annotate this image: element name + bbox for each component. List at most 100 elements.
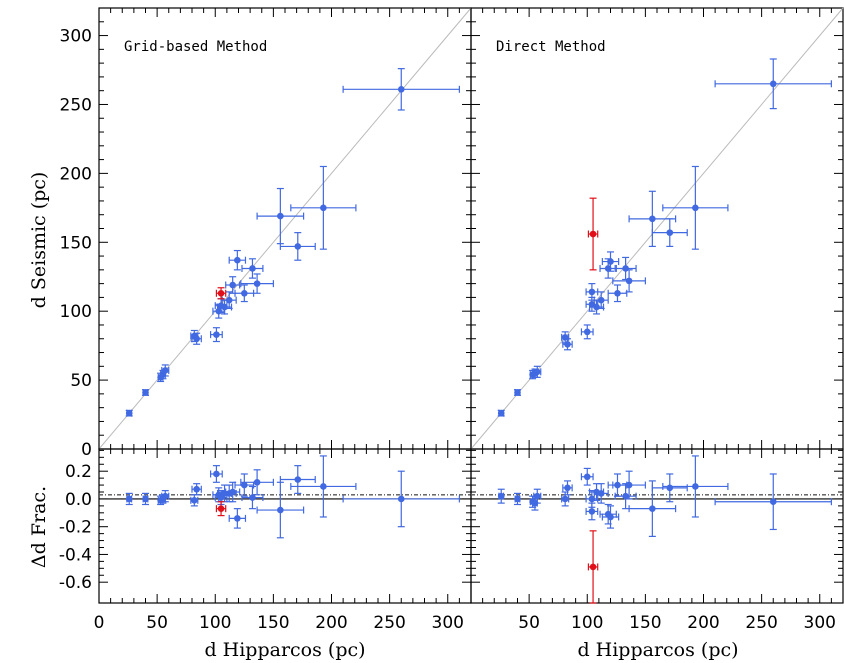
x-tick-label: 100 bbox=[571, 613, 603, 633]
outlier-point bbox=[217, 289, 225, 297]
data-point bbox=[614, 289, 621, 297]
outlier-point bbox=[589, 563, 597, 571]
data-point bbox=[769, 80, 777, 88]
data-point bbox=[142, 389, 149, 396]
data-point bbox=[142, 495, 149, 503]
data-point bbox=[125, 495, 133, 503]
x-axis-title-right: d Hipparcos (pc) bbox=[577, 639, 738, 661]
x-tick-label: 250 bbox=[745, 613, 777, 633]
data-point bbox=[294, 476, 302, 483]
data-point bbox=[253, 280, 261, 287]
data-point bbox=[564, 484, 571, 492]
data-point bbox=[561, 495, 569, 503]
data-point bbox=[497, 492, 505, 500]
data-point bbox=[588, 288, 596, 296]
x-tick-label: 300 bbox=[804, 613, 836, 633]
direct-method-title: Direct Method bbox=[496, 39, 606, 55]
data-point bbox=[161, 492, 169, 500]
data-point bbox=[593, 303, 600, 311]
data-point bbox=[622, 265, 629, 272]
x-tick-label: 50 bbox=[518, 613, 540, 633]
data-point bbox=[229, 281, 236, 289]
data-point bbox=[692, 483, 699, 490]
data-point bbox=[583, 328, 591, 336]
y-tick-label: -0.4 bbox=[59, 545, 92, 565]
direct-method-top-panel bbox=[470, 7, 844, 450]
x-tick-label: 150 bbox=[629, 613, 661, 633]
data-point bbox=[692, 204, 699, 212]
x-tick-label: 150 bbox=[257, 613, 289, 633]
x-tick-label: 300 bbox=[432, 613, 464, 633]
data-point bbox=[622, 492, 629, 500]
x-axis-title-left: d Hipparcos (pc) bbox=[204, 639, 365, 661]
data-point bbox=[320, 483, 327, 490]
data-point bbox=[666, 484, 674, 492]
y-tick-label: 200 bbox=[60, 164, 92, 184]
data-point bbox=[533, 492, 541, 500]
data-point bbox=[213, 470, 220, 478]
x-tick-label: 0 bbox=[94, 613, 105, 633]
data-point bbox=[229, 488, 236, 496]
y-tick-label: 150 bbox=[60, 233, 92, 253]
data-point bbox=[397, 86, 405, 93]
data-point bbox=[294, 243, 302, 250]
y-tick-label: 0.2 bbox=[65, 462, 92, 482]
panel-frame bbox=[98, 448, 472, 604]
x-tick-label: 100 bbox=[199, 613, 231, 633]
data-point bbox=[597, 490, 605, 497]
data-point bbox=[533, 368, 541, 376]
x-tick-label: 200 bbox=[687, 613, 719, 633]
data-point bbox=[625, 481, 633, 489]
y-tick-label: 250 bbox=[60, 95, 92, 115]
grid-method-title: Grid-based Method bbox=[124, 39, 267, 55]
data-point bbox=[193, 335, 200, 343]
y-tick-label: -0.6 bbox=[59, 573, 92, 593]
panel-frame bbox=[470, 448, 844, 604]
y-axis-title-bottom: Δd Frac. bbox=[28, 486, 50, 568]
y-tick-label: 100 bbox=[60, 302, 92, 322]
one-to-one-line bbox=[470, 7, 844, 450]
data-point bbox=[241, 289, 248, 297]
data-point bbox=[253, 478, 261, 486]
data-point bbox=[607, 258, 614, 265]
x-tick-label: 200 bbox=[315, 613, 347, 633]
grid-method-top-panel: 0 50 100 150 200 250 300 bbox=[60, 7, 472, 460]
data-point bbox=[666, 229, 674, 236]
data-point bbox=[191, 497, 198, 504]
data-point bbox=[221, 303, 228, 311]
data-point bbox=[277, 506, 284, 514]
y-tick-label: -0.2 bbox=[59, 518, 92, 538]
data-point bbox=[234, 515, 241, 522]
direct-method-residual-panel: 50 100 150 200 250 300 bbox=[470, 448, 844, 633]
data-point bbox=[597, 296, 605, 304]
data-point bbox=[625, 277, 633, 285]
data-point bbox=[193, 485, 200, 493]
data-point bbox=[514, 389, 521, 396]
data-point bbox=[497, 409, 505, 417]
data-point bbox=[249, 265, 256, 272]
one-to-one-line bbox=[98, 7, 472, 450]
data-point bbox=[607, 513, 614, 521]
data-point bbox=[249, 494, 256, 501]
data-point bbox=[769, 498, 777, 506]
data-point bbox=[125, 409, 133, 417]
data-point bbox=[649, 215, 656, 223]
data-point bbox=[234, 256, 241, 264]
data-point bbox=[649, 505, 656, 512]
y-axis-title-top: d Seismic (pc) bbox=[28, 172, 50, 309]
y-tick-label: 0.0 bbox=[65, 490, 92, 510]
data-point bbox=[588, 508, 596, 515]
data-point bbox=[320, 204, 327, 212]
data-point bbox=[277, 212, 284, 220]
outlier-point bbox=[217, 505, 225, 512]
data-point bbox=[241, 481, 248, 489]
y-tick-label: 0 bbox=[81, 440, 92, 460]
data-point bbox=[213, 331, 220, 338]
data-point bbox=[583, 473, 591, 481]
x-tick-label: 50 bbox=[146, 613, 168, 633]
data-point bbox=[604, 265, 612, 272]
data-point bbox=[161, 367, 169, 374]
data-point bbox=[564, 340, 571, 348]
grid-method-residual-panel: 0 50 100 150 200 250 300 0.2 0.0 -0.2 -0.4 -0.6 bbox=[59, 448, 472, 633]
